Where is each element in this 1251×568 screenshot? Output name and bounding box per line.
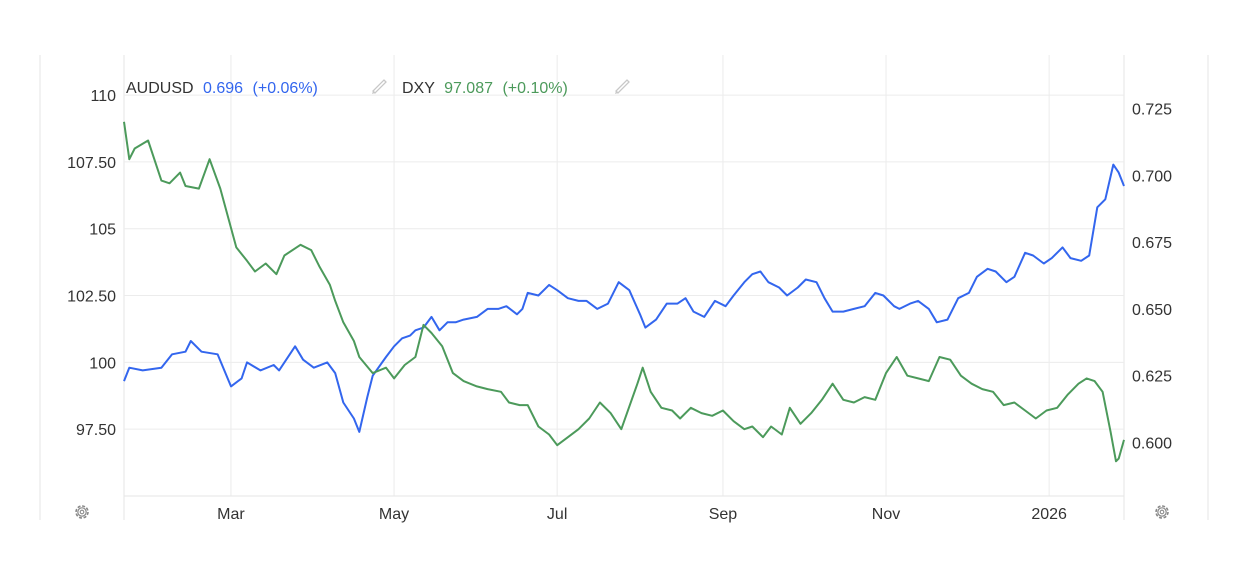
series-layer	[123, 121, 1125, 463]
gear-icon[interactable]	[1155, 505, 1169, 519]
x-tick-label: Sep	[709, 506, 738, 523]
x-tick-label: 2026	[1031, 506, 1067, 523]
legend-audusd-value: 0.696	[203, 80, 243, 97]
series-line-audusd	[123, 163, 1125, 433]
gear-icon[interactable]	[75, 505, 89, 519]
grid-layer	[124, 55, 1124, 496]
right-tick-label: 0.675	[1132, 235, 1172, 252]
x-tick-label: Jul	[547, 506, 567, 523]
legend-audusd-change: (+0.06%)	[253, 80, 318, 97]
svg-text:AUDUSD 0.696 (: AUDUSD 0.696 (+0.06%)	[126, 80, 318, 97]
pencil-icon[interactable]	[372, 79, 387, 94]
right-tick-label: 0.650	[1132, 302, 1172, 319]
legend-dxy-value: 97.087	[444, 80, 493, 97]
left-tick-label: 110	[90, 88, 116, 105]
left-tick-label: 107.50	[67, 155, 116, 172]
right-tick-label: 0.725	[1132, 101, 1172, 118]
right-y-axis: 0.600 0.625 0.650 0.675 0.700 0.725	[1132, 101, 1172, 452]
right-tick-label: 0.600	[1132, 436, 1172, 453]
legend-dxy-symbol: DXY	[402, 80, 435, 97]
series-line-dxy	[123, 121, 1125, 463]
x-axis: Mar May Jul Sep Nov 2026	[124, 495, 1124, 523]
left-tick-label: 102.50	[67, 289, 116, 306]
right-tick-label: 0.625	[1132, 369, 1172, 386]
pencil-icon[interactable]	[615, 79, 630, 94]
x-tick-label: May	[379, 506, 409, 523]
legend: AUDUSD 0.696 (+0.06%) DXY 97.087 (+0.10%…	[126, 79, 630, 97]
right-tick-label: 0.700	[1132, 168, 1172, 185]
left-tick-label: 97.50	[76, 422, 116, 439]
svg-text:DXY 97.087 (+0: DXY 97.087 (+0.10%)	[402, 80, 568, 97]
legend-dxy-change: (+0.10%)	[502, 80, 567, 97]
left-y-axis: 97.50 100 102.50 105 107.50 110	[67, 88, 116, 439]
legend-audusd-symbol: AUDUSD	[126, 80, 194, 97]
left-tick-label: 105	[89, 222, 116, 239]
x-tick-label: Mar	[217, 506, 245, 523]
x-tick-label: Nov	[872, 506, 900, 523]
left-tick-label: 100	[89, 355, 116, 372]
